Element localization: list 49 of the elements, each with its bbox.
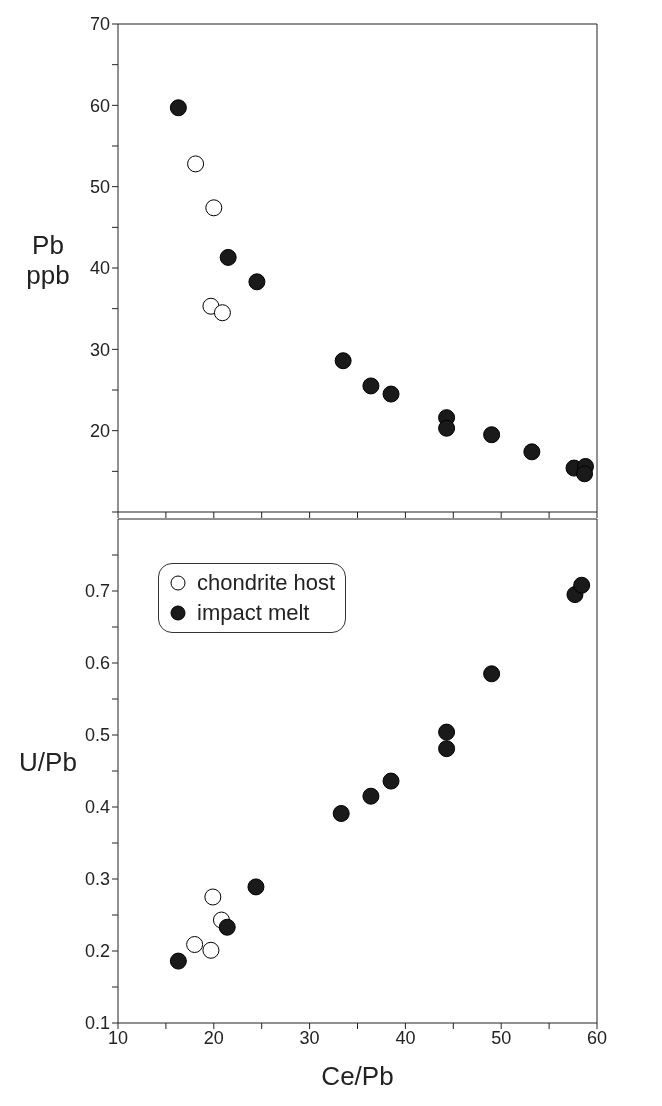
y-tick-label: 30	[89, 339, 110, 360]
y-tick-label: 0.4	[84, 797, 110, 818]
point	[202, 941, 220, 959]
point	[438, 740, 456, 758]
point	[573, 576, 591, 594]
point	[483, 426, 501, 444]
point	[247, 878, 265, 896]
x-tick-label: 30	[299, 1027, 320, 1048]
point	[483, 665, 501, 683]
y-tick-label: 0.7	[84, 581, 110, 602]
point	[204, 888, 222, 906]
x-tick-label: 60	[586, 1027, 608, 1048]
legend-label: impact melt	[197, 599, 310, 627]
point	[523, 443, 541, 461]
legend-label: chondrite host	[197, 569, 336, 597]
y-tick-label: 0.1	[84, 1013, 110, 1034]
point	[576, 465, 594, 483]
y-tick-label: 20	[89, 421, 110, 442]
y-tick-label: 0.2	[84, 941, 110, 962]
point	[248, 273, 266, 291]
y-tick-label: 0.6	[84, 653, 110, 674]
point	[438, 723, 456, 741]
y-tick-label: 70	[89, 14, 110, 35]
y-tick-label: 60	[89, 95, 110, 116]
point	[187, 155, 205, 173]
y-tick-label: 50	[89, 177, 110, 198]
point	[169, 952, 187, 970]
y-axis-title: Pb ppb	[26, 230, 70, 290]
x-tick-label: 40	[395, 1027, 416, 1048]
y-tick-label: 40	[89, 258, 110, 279]
x-tick-label: 20	[203, 1027, 224, 1048]
point	[332, 804, 350, 822]
point	[219, 248, 237, 266]
point	[438, 419, 456, 437]
point	[362, 787, 380, 805]
x-tick-label: 50	[491, 1027, 512, 1048]
point	[334, 352, 352, 370]
y-axis-title: U/Pb	[19, 747, 77, 777]
point	[382, 772, 400, 790]
point	[205, 199, 223, 217]
point	[169, 99, 187, 117]
y-tick-label: 0.5	[84, 725, 110, 746]
point	[362, 377, 380, 395]
point	[186, 936, 204, 954]
y-tick-label: 0.3	[84, 869, 110, 890]
point	[213, 304, 231, 322]
point	[218, 918, 236, 936]
point	[382, 385, 400, 403]
x-axis-title: Ce/Pb	[321, 1061, 394, 1091]
